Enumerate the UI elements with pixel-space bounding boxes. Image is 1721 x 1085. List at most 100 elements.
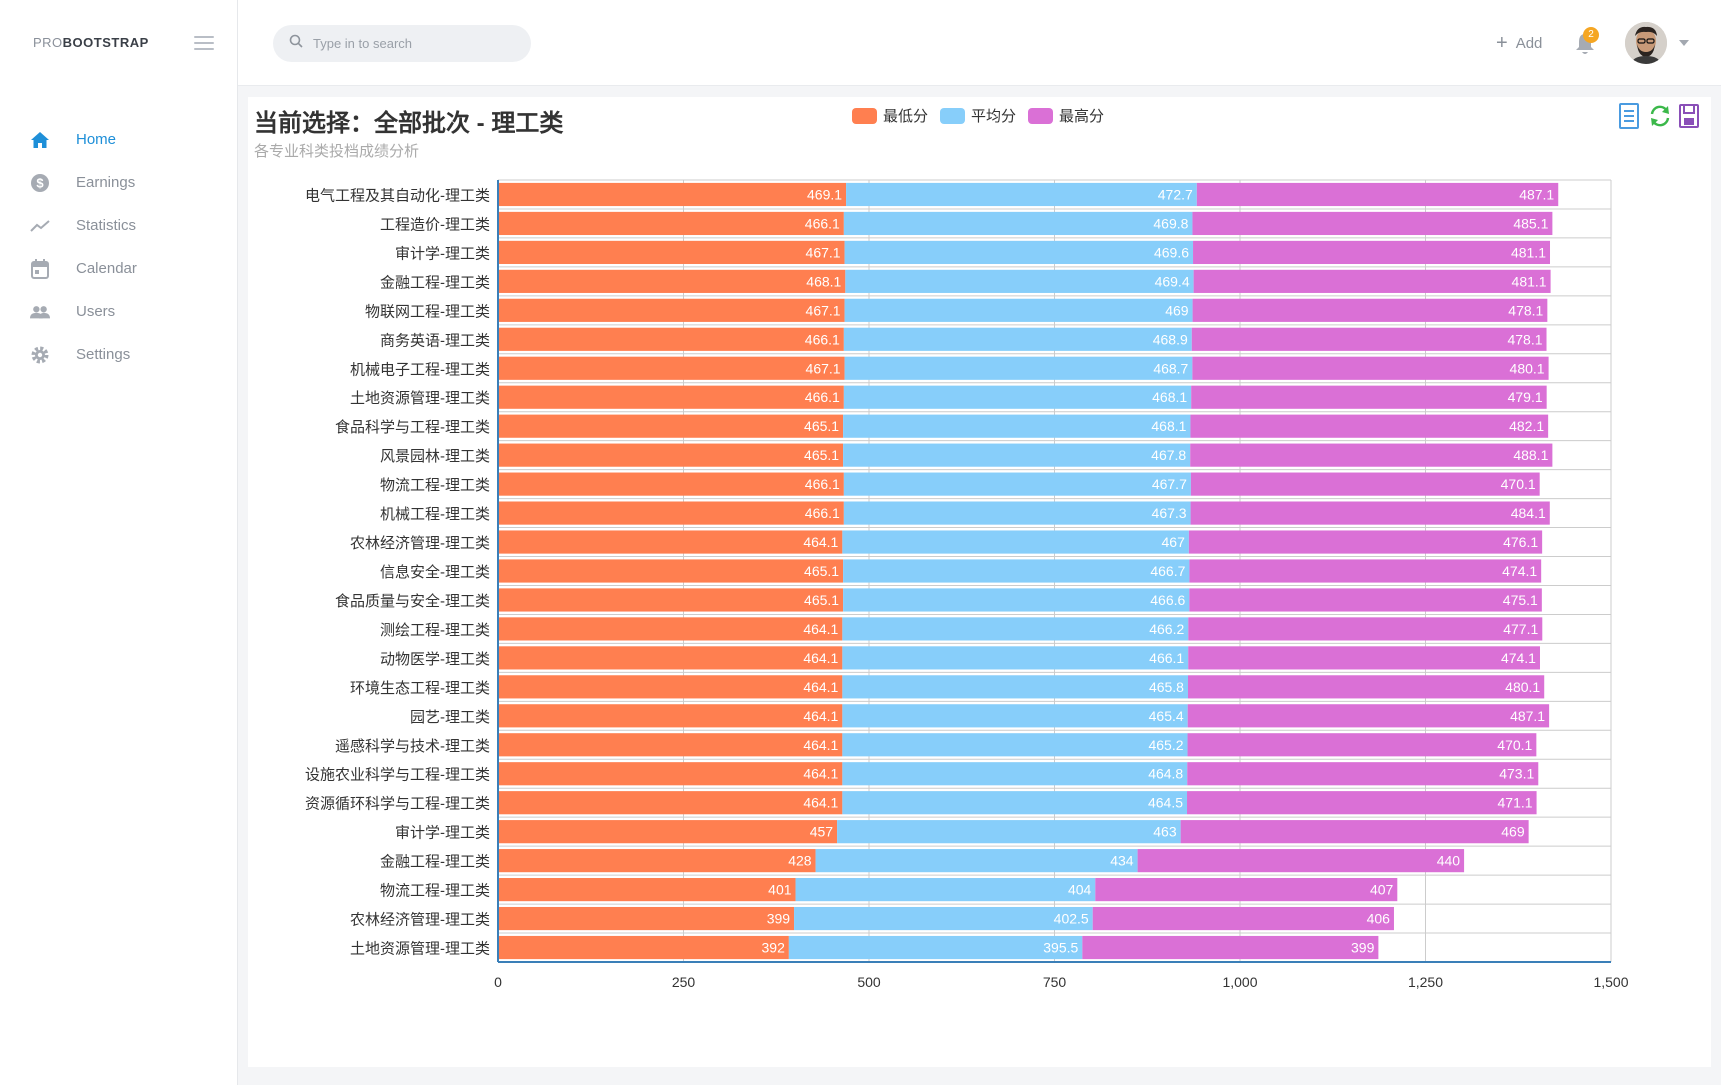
bar-segment[interactable] (1192, 211, 1553, 236)
bar-segment[interactable] (1082, 935, 1379, 960)
bar-segment[interactable] (1190, 472, 1540, 496)
bar-segment[interactable] (844, 240, 1194, 264)
bar-segment[interactable] (1192, 356, 1549, 380)
bar-segment[interactable] (1191, 385, 1547, 409)
legend-item-min[interactable]: 最低分 (852, 105, 928, 126)
bar-segment[interactable] (788, 935, 1083, 960)
legend-item-avg[interactable]: 平均分 (940, 105, 1016, 126)
data-view-icon[interactable] (1618, 103, 1642, 129)
bar-segment[interactable] (842, 530, 1189, 554)
bar-segment[interactable] (1137, 849, 1465, 873)
sidebar-item-statistics[interactable]: Statistics (0, 204, 238, 247)
bar-segment[interactable] (842, 733, 1188, 757)
bar-segment[interactable] (794, 906, 1093, 931)
bar-segment[interactable] (498, 327, 844, 351)
bar-segment[interactable] (1188, 617, 1543, 641)
bar-segment[interactable] (498, 501, 844, 525)
add-button[interactable]: + Add (1496, 33, 1542, 53)
bar-segment[interactable] (815, 849, 1138, 873)
bar-segment[interactable] (498, 906, 795, 931)
bar-segment[interactable] (844, 356, 1193, 380)
bar-segment[interactable] (842, 791, 1188, 815)
bar-segment[interactable] (1189, 559, 1542, 583)
bar-segment[interactable] (1188, 530, 1543, 554)
bar-segment[interactable] (843, 588, 1190, 612)
bar-segment[interactable] (498, 559, 844, 583)
search-input[interactable] (313, 36, 513, 51)
bar-segment[interactable] (1187, 675, 1545, 699)
bar-segment[interactable] (1187, 733, 1537, 757)
bar-segment[interactable] (1193, 269, 1551, 293)
sidebar-item-users[interactable]: Users (0, 290, 238, 333)
bar-segment[interactable] (498, 385, 844, 409)
bar-segment[interactable] (498, 298, 845, 322)
bar-segment[interactable] (498, 646, 843, 670)
refresh-icon[interactable] (1648, 103, 1672, 129)
bar-segment[interactable] (498, 762, 843, 786)
bar-segment[interactable] (1095, 878, 1398, 902)
sidebar-item-home[interactable]: Home (0, 118, 238, 161)
bar-segment[interactable] (498, 849, 816, 873)
bar-segment[interactable] (498, 472, 844, 496)
bar-segment[interactable] (1188, 646, 1540, 670)
avatar[interactable] (1625, 22, 1667, 64)
legend-item-max[interactable]: 最高分 (1028, 105, 1104, 126)
bar-segment[interactable] (498, 704, 843, 728)
sidebar-item-earnings[interactable]: $ Earnings (0, 161, 238, 204)
bar-segment[interactable] (498, 675, 843, 699)
bar-segment[interactable] (844, 298, 1193, 322)
bar-segment[interactable] (498, 414, 844, 438)
bar-segment[interactable] (1187, 762, 1539, 786)
bar-segment[interactable] (843, 472, 1191, 496)
bar-segment[interactable] (843, 211, 1193, 236)
chevron-down-icon[interactable] (1679, 40, 1689, 46)
bar-segment[interactable] (1187, 791, 1537, 815)
bar-segment[interactable] (842, 762, 1188, 786)
bar-segment[interactable] (498, 878, 796, 902)
bar-segment[interactable] (843, 414, 1191, 438)
bar-segment[interactable] (843, 385, 1192, 409)
bar-segment[interactable] (498, 733, 843, 757)
bar-segment[interactable] (1180, 820, 1529, 844)
bar-segment[interactable] (1196, 182, 1559, 207)
bar-segment[interactable] (1192, 298, 1548, 322)
bar-segment[interactable] (498, 240, 845, 264)
bar-segment[interactable] (846, 182, 1197, 207)
bar-segment[interactable] (843, 443, 1191, 467)
bar-segment[interactable] (1190, 443, 1553, 467)
bar-value-label: 465.1 (804, 563, 839, 579)
bar-segment[interactable] (498, 588, 844, 612)
bar-segment[interactable] (843, 327, 1192, 351)
bar-segment[interactable] (1190, 414, 1549, 438)
save-image-icon[interactable] (1678, 103, 1702, 129)
bar-segment[interactable] (1191, 327, 1547, 351)
bar-segment[interactable] (842, 704, 1188, 728)
bar-segment[interactable] (842, 646, 1189, 670)
bar-segment[interactable] (498, 356, 845, 380)
bar-segment[interactable] (837, 820, 1181, 844)
menu-toggle-icon[interactable] (194, 36, 214, 50)
bar-segment[interactable] (843, 559, 1190, 583)
bar-segment[interactable] (1189, 588, 1542, 612)
bar-segment[interactable] (498, 443, 844, 467)
bar-segment[interactable] (1193, 240, 1551, 264)
bar-segment[interactable] (1190, 501, 1550, 525)
bar-segment[interactable] (498, 269, 846, 293)
bar-segment[interactable] (498, 182, 847, 207)
bar-segment[interactable] (795, 878, 1096, 902)
bar-segment[interactable] (842, 617, 1189, 641)
bar-segment[interactable] (842, 675, 1188, 699)
sidebar-item-settings[interactable]: Settings (0, 333, 238, 376)
bar-segment[interactable] (843, 501, 1191, 525)
bar-segment[interactable] (498, 791, 843, 815)
bar-segment[interactable] (1187, 704, 1550, 728)
bar-segment[interactable] (498, 617, 843, 641)
bar-segment[interactable] (1092, 906, 1394, 931)
bar-segment[interactable] (498, 211, 844, 236)
brand-logo[interactable]: PROBOOTSTRAP (33, 35, 149, 50)
sidebar-item-calendar[interactable]: Calendar (0, 247, 238, 290)
bar-segment[interactable] (845, 269, 1194, 293)
bar-segment[interactable] (498, 935, 789, 960)
bar-segment[interactable] (498, 820, 838, 844)
bar-segment[interactable] (498, 530, 843, 554)
